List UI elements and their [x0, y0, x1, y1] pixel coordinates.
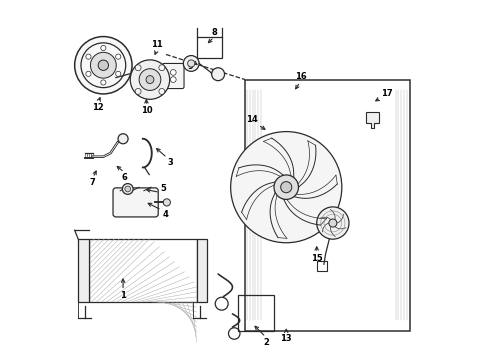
Bar	[89, 239, 196, 302]
Circle shape	[116, 71, 121, 76]
Circle shape	[139, 69, 161, 90]
Circle shape	[146, 76, 154, 84]
Circle shape	[329, 219, 337, 227]
Circle shape	[281, 181, 292, 193]
Text: 4: 4	[163, 211, 169, 220]
Polygon shape	[366, 112, 379, 128]
Bar	[196, 37, 221, 58]
Circle shape	[171, 77, 176, 82]
Circle shape	[125, 186, 131, 192]
Circle shape	[91, 52, 116, 78]
Text: 15: 15	[311, 253, 322, 262]
Text: 12: 12	[92, 103, 104, 112]
Circle shape	[135, 65, 141, 71]
Bar	[245, 80, 410, 330]
Circle shape	[231, 132, 342, 243]
Text: 3: 3	[168, 158, 173, 167]
Circle shape	[274, 175, 298, 199]
Circle shape	[159, 89, 165, 94]
Text: 11: 11	[151, 40, 163, 49]
Text: 16: 16	[294, 72, 306, 81]
Circle shape	[118, 134, 128, 144]
Circle shape	[135, 89, 141, 94]
Bar	[196, 239, 207, 302]
Circle shape	[130, 60, 170, 99]
FancyBboxPatch shape	[113, 188, 158, 217]
Text: 13: 13	[280, 334, 292, 343]
Text: 9: 9	[187, 62, 193, 71]
Circle shape	[163, 199, 171, 206]
Text: 6: 6	[122, 173, 128, 182]
Circle shape	[212, 68, 224, 81]
Text: 1: 1	[120, 291, 126, 300]
Circle shape	[317, 207, 349, 239]
Text: 8: 8	[212, 28, 218, 37]
Text: 5: 5	[161, 184, 167, 193]
Circle shape	[183, 55, 199, 71]
Circle shape	[188, 60, 195, 67]
Circle shape	[101, 80, 106, 85]
Circle shape	[101, 45, 106, 51]
Circle shape	[171, 69, 176, 75]
Circle shape	[74, 37, 132, 94]
Text: 17: 17	[381, 89, 393, 98]
Bar	[238, 295, 274, 330]
Circle shape	[159, 65, 165, 71]
Circle shape	[86, 54, 91, 59]
FancyBboxPatch shape	[163, 63, 184, 89]
Circle shape	[116, 54, 121, 59]
Text: 14: 14	[246, 116, 258, 125]
Circle shape	[86, 71, 91, 76]
Circle shape	[122, 184, 133, 194]
Circle shape	[98, 60, 108, 71]
Bar	[317, 261, 327, 271]
Bar	[78, 239, 89, 302]
Text: 10: 10	[141, 107, 152, 116]
Text: 7: 7	[90, 178, 96, 187]
Text: 2: 2	[264, 338, 270, 347]
